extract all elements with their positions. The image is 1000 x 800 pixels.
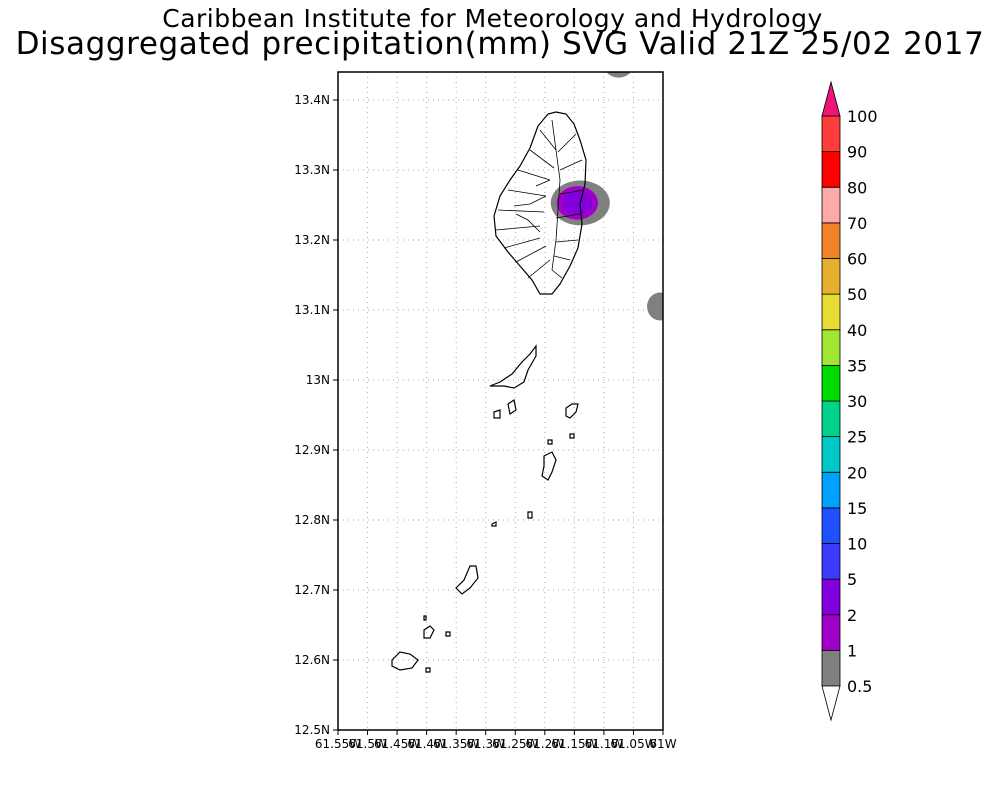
- island-mayreau: [527, 511, 533, 519]
- colorbar-swatch: [821, 186, 841, 224]
- blob-east-edge: [647, 292, 663, 321]
- islet-7: [423, 615, 427, 621]
- colorbar-swatch: [821, 329, 841, 366]
- lat-tick-label: 13.3N: [294, 163, 330, 177]
- colorbar-level-label: 1: [847, 641, 857, 660]
- longitude-axis: 61.55W61.5W61.45W61.4W61.35W61.3W61.25W6…: [315, 730, 677, 751]
- islet-6: [445, 631, 451, 637]
- colorbar-level-label: 0.5: [847, 677, 872, 696]
- colorbar-above-arrow: [821, 80, 841, 117]
- colorbar-level-label: 25: [847, 428, 867, 447]
- colorbar-swatch: [821, 400, 841, 438]
- blob-top-right: [606, 72, 631, 78]
- colorbar-level-label: 60: [847, 250, 867, 269]
- islet-2: [493, 409, 501, 419]
- lat-tick-label: 13.2N: [294, 233, 330, 247]
- lat-tick-label: 12.9N: [294, 443, 330, 457]
- latitude-axis: 12.5N 12.6N 12.7N 12.8N 12.9N 13N 13.1N 13.2N 13…: [294, 93, 338, 737]
- colorbar-swatch: [821, 543, 841, 580]
- lat-tick-label: 12.7N: [294, 583, 330, 597]
- lon-tick-label: 61.4W: [407, 737, 446, 751]
- lon-tick-label: 61.3W: [466, 737, 505, 751]
- colorbar-swatch: [821, 258, 841, 295]
- chart-subtitle: Disaggregated precipitation(mm) SVG Vali…: [15, 26, 985, 62]
- colorbar-swatch: [821, 614, 841, 651]
- lon-tick-label: 61W: [649, 737, 676, 751]
- colorbar-swatch: [821, 578, 841, 616]
- colorbar-level-label: 80: [847, 178, 867, 197]
- colorbar-level-label: 90: [847, 143, 867, 162]
- lat-tick-label: 12.6N: [294, 653, 330, 667]
- islet-1: [507, 399, 517, 415]
- island-canouan: [541, 451, 557, 481]
- colorbar-level-label: 2: [847, 606, 857, 625]
- colorbar-level-label: 20: [847, 463, 867, 482]
- colorbar-level-label: 100: [847, 107, 878, 126]
- colorbar-swatch: [821, 115, 841, 153]
- lon-tick-label: 61.1W: [585, 737, 624, 751]
- grid-lines: [338, 72, 663, 730]
- map-frame: [337, 71, 664, 731]
- island-union: [455, 565, 479, 595]
- colorbar-level-label: 40: [847, 321, 867, 340]
- colorbar-level-label: 15: [847, 499, 867, 518]
- colorbar-below-arrow: [821, 685, 841, 722]
- islet-3: [547, 439, 553, 445]
- colorbar-swatch: [821, 507, 841, 544]
- lat-tick-label: 12.8N: [294, 513, 330, 527]
- island-st-vincent: [493, 111, 587, 295]
- island-carriacou-north: [423, 625, 435, 639]
- colorbar-swatch: [821, 436, 841, 473]
- colorbar-level-label: 30: [847, 392, 867, 411]
- lon-tick-label: 61.2W: [526, 737, 565, 751]
- island-mustique: [565, 403, 579, 419]
- lon-tick-label: 61.25W: [492, 737, 538, 751]
- lat-tick-label: 13.1N: [294, 303, 330, 317]
- colorbar-level-label: 5: [847, 570, 857, 589]
- coastline: [391, 111, 587, 673]
- lon-tick-label: 61.15W: [551, 737, 597, 751]
- colorbar-swatch: [821, 471, 841, 509]
- chart-title: Caribbean Institute for Meteorology and …: [162, 4, 823, 33]
- lon-tick-label: 61.05W: [610, 737, 656, 751]
- lat-tick-label: 12.5N: [294, 723, 330, 737]
- colorbar-swatch: [821, 364, 841, 402]
- colorbar-level-label: 10: [847, 535, 867, 554]
- colorbar-swatch: [821, 293, 841, 331]
- colorbar-swatch: [821, 222, 841, 259]
- lon-tick-label: 61.35W: [433, 737, 479, 751]
- st-vincent-watersheds: [495, 119, 585, 279]
- lat-tick-label: 13N: [306, 373, 330, 387]
- island-carriacou: [391, 651, 419, 671]
- lon-tick-label: 61.55W: [315, 737, 361, 751]
- lon-tick-label: 61.45W: [374, 737, 420, 751]
- precipitation-fields: [550, 72, 663, 321]
- lat-tick-label: 13.4N: [294, 93, 330, 107]
- islet-4: [491, 521, 497, 527]
- lon-tick-label: 61.5W: [348, 737, 387, 751]
- colorbar-swatch: [821, 151, 841, 188]
- islet-5: [569, 433, 575, 439]
- colorbar-level-label: 35: [847, 356, 867, 375]
- colorbar-swatch: [821, 649, 841, 687]
- colorbar-level-label: 70: [847, 214, 867, 233]
- islet-8: [425, 667, 431, 673]
- island-bequia: [489, 344, 537, 389]
- colorbar-level-label: 50: [847, 285, 867, 304]
- blob-st-vincent-inner: [562, 191, 593, 215]
